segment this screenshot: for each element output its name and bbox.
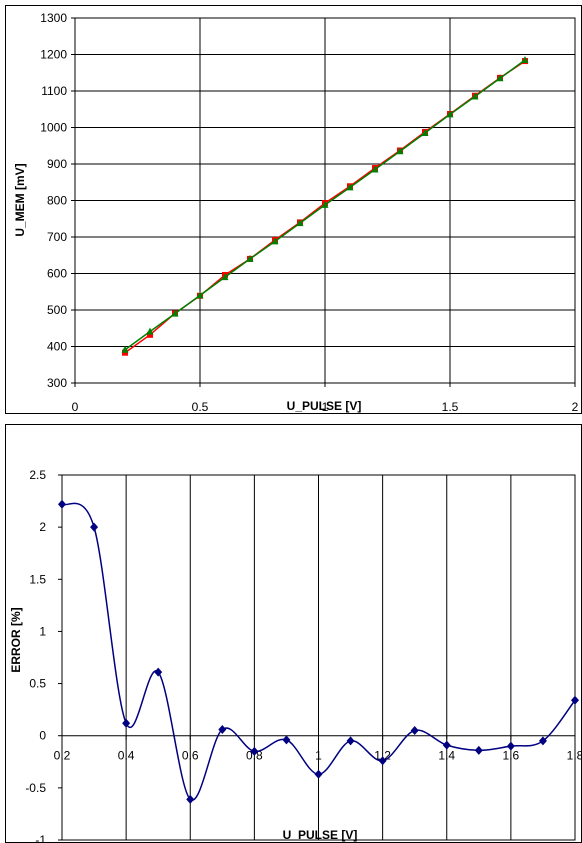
top-y-tick-label: 1200	[40, 48, 67, 62]
bottom-x-tick-label: 1.8	[567, 749, 582, 763]
top-y-tick-label: 1100	[41, 84, 67, 98]
top-series-2-point	[471, 92, 479, 100]
bottom-series-1-point	[154, 667, 163, 677]
top-series-2-point	[396, 147, 404, 155]
top-y-tick-label: 300	[47, 376, 67, 390]
bottom-x-tick-label: 0.4	[118, 749, 135, 763]
bottom-series-1-point	[122, 718, 131, 728]
bottom-y-tick-label: 0	[39, 729, 46, 743]
bottom-series-1-point	[538, 736, 547, 746]
top-chart-frame	[5, 5, 582, 414]
top-y-tick-label: 500	[47, 303, 67, 317]
bottom-series-1-point	[186, 794, 195, 804]
top-series-2-point	[221, 273, 229, 281]
top-chart-y-ticks: 300 400 500 600 700 800 900 1000 1100 1200 1300	[40, 11, 75, 390]
top-series-2-point	[346, 183, 354, 191]
top-x-tick-label: 1	[322, 400, 329, 414]
top-y-tick-label: 800	[47, 194, 67, 208]
bottom-y-tick-label: -1	[35, 833, 46, 843]
bottom-y-tick-label: 2.5	[29, 468, 46, 482]
bottom-y-tick-label: 1.5	[29, 572, 46, 586]
bottom-series-1-point	[506, 741, 515, 751]
top-series-2-point	[196, 291, 204, 299]
top-series-2-point	[446, 110, 454, 118]
top-y-tick-label: 400	[47, 340, 67, 354]
bottom-series-1-point	[282, 735, 291, 745]
bottom-y-tick-label: 0.5	[29, 677, 46, 691]
top-series-2-point	[521, 55, 529, 63]
top-y-tick-label: 600	[47, 267, 67, 281]
bottom-x-tick-label: 1.4	[438, 749, 455, 763]
bottom-chart-y-ticks: -1 -0.5 0 0.5 1 1.5 2 2.5	[25, 468, 62, 843]
bottom-series-1-point	[314, 769, 323, 779]
bottom-series-1-point	[90, 522, 99, 532]
top-series-2-point	[146, 327, 154, 335]
top-y-tick-label: 700	[47, 230, 67, 244]
top-series-2-point	[271, 237, 279, 245]
top-series-2-point	[321, 200, 329, 208]
bottom-chart-x-axis-title: U_PULSE [V]	[283, 828, 358, 842]
bottom-chart-series	[58, 499, 579, 804]
bottom-series-1-point	[378, 756, 387, 766]
top-series-2-point	[246, 254, 254, 262]
top-x-tick-label: 1.5	[442, 400, 459, 414]
top-chart-x-axis-title: U_PULSE [V]	[287, 399, 362, 413]
bottom-plot-area	[61, 474, 576, 841]
top-y-tick-label: 900	[47, 157, 67, 171]
top-series-2-point	[121, 345, 129, 353]
bottom-chart-y-axis-title: ERROR [%]	[9, 607, 23, 672]
bottom-x-tick-label: 0.6	[182, 749, 199, 763]
bottom-series-1-point	[571, 695, 579, 705]
bottom-x-tick-label: 0.8	[246, 749, 263, 763]
bottom-y-tick-label: 2	[39, 520, 46, 534]
top-chart-x-ticks: 0 0.5 1 1.5 2	[72, 383, 579, 414]
top-series-2-point	[496, 74, 504, 82]
bottom-series-1-point	[346, 736, 355, 746]
bottom-chart-frame	[5, 424, 582, 843]
top-series-2-point	[421, 128, 429, 136]
top-chart-series	[121, 55, 529, 356]
top-x-tick-label: 0.5	[192, 400, 209, 414]
top-y-tick-label: 1000	[40, 121, 67, 135]
bottom-x-tick-label: 0.2	[54, 749, 71, 763]
bottom-series-1-point	[410, 726, 419, 735]
top-series-2-point	[171, 309, 179, 317]
bottom-x-tick-label: 1.6	[503, 749, 520, 763]
top-series-2-point	[296, 219, 304, 227]
top-chart-y-axis-title: U_MEM [mV]	[13, 163, 27, 236]
bottom-y-tick-label: 1	[39, 624, 46, 638]
top-x-tick-label: 2	[572, 400, 579, 414]
top-series-2-point	[371, 165, 379, 173]
top-y-tick-label: 1300	[40, 11, 67, 25]
bottom-series-1-point	[474, 745, 483, 755]
bottom-series-1-point	[58, 499, 66, 509]
bottom-series-1-point	[442, 740, 451, 750]
bottom-y-tick-label: -0.5	[25, 781, 46, 795]
top-series-1-point	[147, 331, 153, 338]
bottom-series-1-point	[250, 746, 259, 756]
top-x-tick-label: 0	[72, 400, 79, 414]
bottom-series-1-point	[218, 724, 227, 734]
bottom-x-tick-label: 1	[315, 749, 322, 763]
